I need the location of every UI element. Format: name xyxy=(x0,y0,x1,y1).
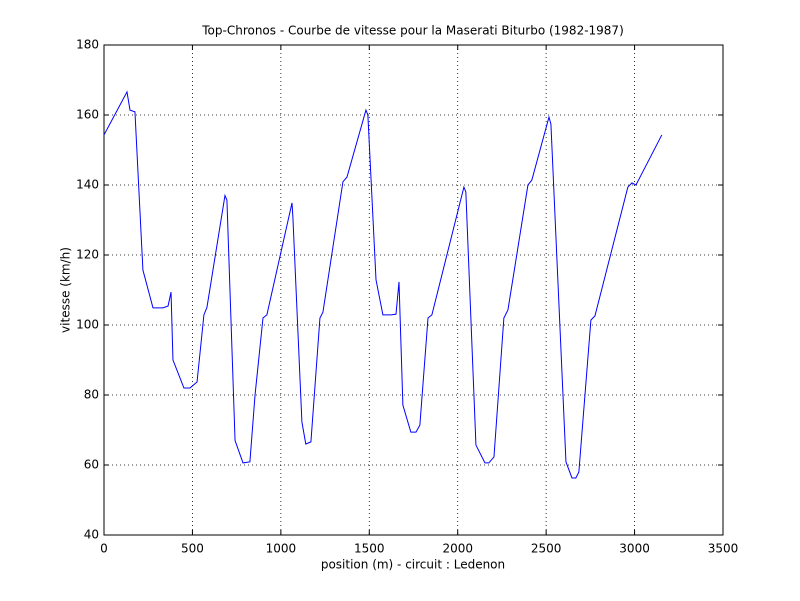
chart-title: Top-Chronos - Courbe de vitesse pour la … xyxy=(201,24,624,38)
y-tick-label: 60 xyxy=(84,458,99,472)
y-tick-label: 140 xyxy=(76,178,99,192)
x-tick-label: 1000 xyxy=(266,542,297,556)
x-tick-label: 2000 xyxy=(442,542,473,556)
x-tick-label: 0 xyxy=(100,542,108,556)
y-tick-label: 100 xyxy=(76,318,99,332)
y-tick-label: 180 xyxy=(76,38,99,52)
plot-frame xyxy=(103,44,724,536)
x-tick-label: 3000 xyxy=(619,542,650,556)
y-tick-label: 120 xyxy=(76,248,99,262)
y-tick-label: 40 xyxy=(84,528,99,542)
y-tick-label: 80 xyxy=(84,388,99,402)
x-tick-label: 3500 xyxy=(708,542,739,556)
x-axis-label: position (m) - circuit : Ledenon xyxy=(321,558,505,572)
speed-line xyxy=(103,90,663,479)
x-tick-label: 1500 xyxy=(354,542,385,556)
y-tick-label: 160 xyxy=(76,108,99,122)
y-axis-label: vitesse (km/h) xyxy=(59,247,73,333)
x-tick-label: 500 xyxy=(181,542,204,556)
x-tick-label: 2500 xyxy=(531,542,562,556)
